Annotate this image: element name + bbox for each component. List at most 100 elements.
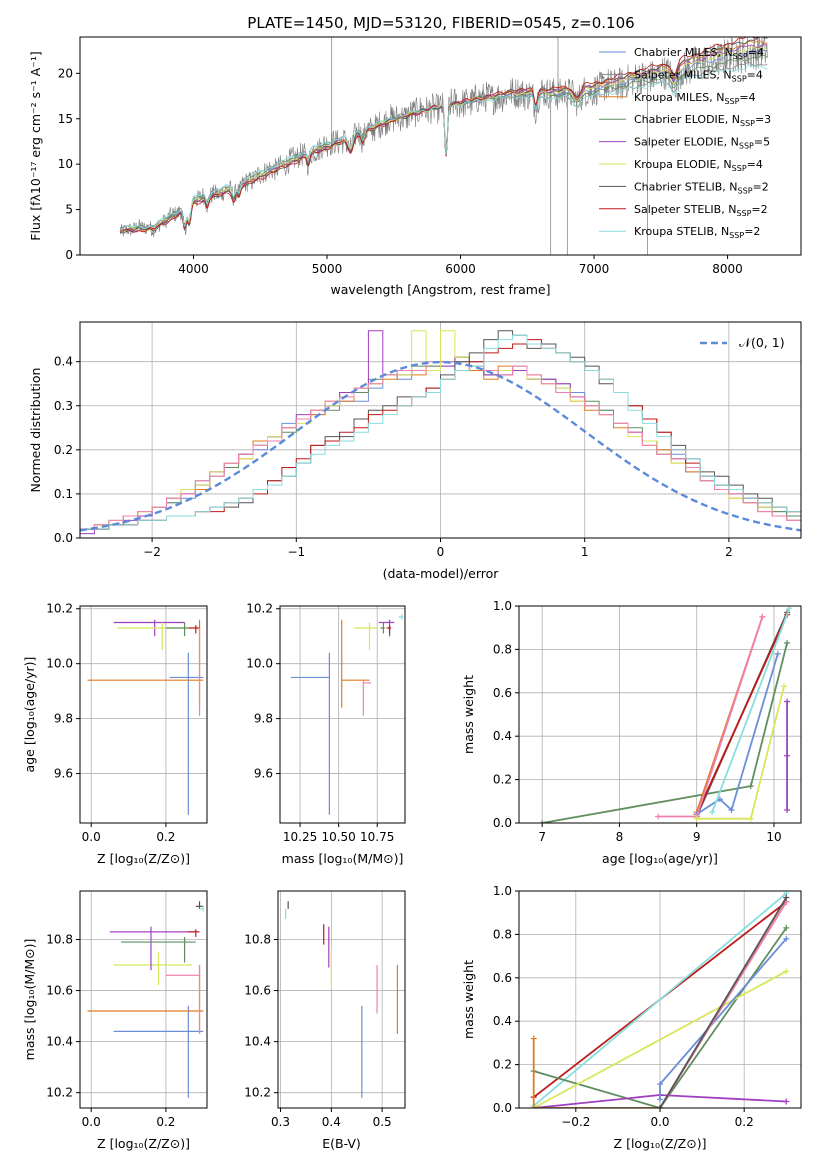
axes-box: [279, 605, 406, 824]
legend-label-sub: SSP: [732, 164, 747, 173]
weight-marker-ce: [784, 639, 791, 646]
legend-label-sub: SSP: [739, 142, 754, 151]
y-tick-label: 0.8: [493, 927, 512, 941]
y-tick-label: 0.0: [54, 531, 73, 545]
y-tick-label: 5: [65, 203, 73, 217]
x-axis-label: age [log₁₀(age/yr)]: [602, 851, 718, 866]
legend-label-sub: SSP: [738, 186, 753, 195]
legend-entry-ss: Salpeter STELIB, NSSP=2: [599, 203, 768, 218]
y-tick-label: 9.6: [254, 767, 273, 781]
legend-label-tail: =2: [753, 180, 769, 193]
y-tick-label: 9.8: [254, 712, 273, 726]
weight-line-cs: [659, 897, 788, 1108]
x-tick-label: 8000: [712, 262, 743, 276]
figure-title: PLATE=1450, MJD=53120, FIBERID=0545, z=0…: [247, 14, 634, 32]
weight-marker-se: [784, 698, 791, 705]
x-tick-label: 10: [766, 830, 781, 844]
y-tick-label: 0.6: [493, 971, 512, 985]
x-tick-label: 0.2: [156, 830, 175, 844]
legend-label-tail: =2: [751, 203, 767, 216]
axes-box: [518, 605, 802, 824]
legend-label-tail: =4: [747, 158, 763, 171]
y-tick-label: 10.2: [46, 1086, 73, 1100]
legend-label-sub: SSP: [733, 52, 748, 61]
weight-vs-metallicity-panel: −0.2 0.0 0.2 0.0 0.2 0.4 0.6 0.8 1.0 Z [log₁₀(Z/Z…: [461, 884, 802, 1151]
x-tick-label: −2: [143, 545, 161, 559]
legend-label-main: Salpeter MILES, N: [634, 68, 732, 81]
weight-marker-extra: [759, 613, 766, 620]
legend-label-main: Chabrier STELIB, N: [634, 180, 738, 193]
weight-marker-km: [530, 1105, 537, 1108]
y-tick-label: 10.8: [46, 933, 73, 947]
weight-marker-ke: [781, 683, 788, 690]
y-tick-label: 10.8: [244, 933, 271, 947]
x-tick-label: 5000: [312, 262, 343, 276]
y-tick-label: 10: [58, 157, 73, 171]
y-tick-label: 0.4: [493, 1014, 512, 1028]
legend-label-tail: =4: [748, 46, 764, 59]
y-tick-label: 10.2: [244, 1086, 271, 1100]
y-tick-label: 0.0: [493, 816, 512, 830]
y-tick-label: 10.0: [246, 657, 273, 671]
x-tick-label: 9: [693, 830, 701, 844]
residual-histogram-panel: −2 −1 0 1 2 0.0 0.1 0.2 0.3 0.4 (data-model)/error…: [28, 321, 802, 581]
weight-line-ss: [695, 614, 788, 815]
weight-marker-cs: [657, 1105, 663, 1108]
legend-label-main: Chabrier ELODIE, N: [634, 113, 740, 126]
y-tick-label: 0.1: [54, 487, 73, 501]
y-tick-label: 0: [65, 248, 73, 262]
plot-area: [285, 901, 398, 1098]
plot-area: [87, 901, 204, 1098]
legend-label: Chabrier ELODIE, NSSP=3: [634, 113, 771, 128]
mass-vs-ebv-panel: 0.3 0.4 0.5 10.2 10.4 10.6 10.8 E(B-V): [244, 890, 406, 1151]
axes-frame: 0.0 0.2 9.6 9.8 10.0 10.2 Z [log₁₀(Z/Z⊙)] age […: [22, 602, 208, 866]
weight-vs-age-panel: 7 8 9 10 0.0 0.2 0.4 0.6 0.8 1.0 age [log₁₀(age/yr…: [461, 599, 802, 866]
weight-marker-se: [784, 752, 791, 759]
plot-area: [530, 891, 790, 1108]
axes-frame: 0.0 0.2 10.2 10.4 10.6 10.8 Z [log₁₀(Z/Z⊙)] mas…: [22, 890, 208, 1151]
x-axis-label: Z [log₁₀(Z/Z⊙)]: [97, 851, 190, 866]
legend-entry-cs: Chabrier STELIB, NSSP=2: [599, 180, 769, 195]
legend-entry-cm: Chabrier MILES, NSSP=4: [599, 46, 764, 61]
y-tick-label: 10.2: [246, 602, 273, 616]
histogram-ks: [80, 334, 801, 530]
model-spectrum-ks: [120, 64, 768, 230]
plot-area: [290, 614, 404, 815]
x-tick-label: 1: [581, 545, 589, 559]
legend-label: Salpeter STELIB, NSSP=2: [634, 203, 768, 218]
x-axis-label: Z [log₁₀(Z/Z⊙)]: [97, 1136, 190, 1151]
age-vs-mass-panel: 10.25 10.50 10.75 9.6 9.8 10.0 10.2 mass [log₁₀…: [246, 602, 406, 866]
y-axis-label: Normed distribution: [28, 368, 43, 493]
x-tick-label: 6000: [445, 262, 476, 276]
x-tick-label: 0.0: [82, 830, 101, 844]
legend-label-main: Salpeter STELIB, N: [634, 203, 736, 216]
weight-marker-ke: [693, 815, 700, 822]
y-axis-label: mass [log₁₀(M/M⊙)]: [22, 939, 37, 1061]
legend-entry-km: Kroupa MILES, NSSP=4: [599, 91, 756, 106]
y-tick-label: 0.4: [493, 729, 512, 743]
x-tick-label: 7000: [579, 262, 610, 276]
axes-frame: 7 8 9 10 0.0 0.2 0.4 0.6 0.8 1.0 age [log₁₀(age/yr…: [461, 599, 802, 866]
y-tick-label: 9.6: [54, 767, 73, 781]
axes-frame: −2 −1 0 1 2 0.0 0.1 0.2 0.3 0.4 (data-model)/error…: [28, 321, 802, 581]
legend-label-main: Kroupa MILES, N: [634, 91, 724, 104]
x-tick-label: 0.0: [82, 1115, 101, 1129]
x-tick-label: 0: [437, 545, 445, 559]
legend-label-main: Kroupa STELIB, N: [634, 225, 729, 238]
axes-frame: 0.3 0.4 0.5 10.2 10.4 10.6 10.8 E(B-V): [244, 890, 406, 1151]
legend-entry-se: Salpeter ELODIE, NSSP=5: [599, 136, 770, 151]
weight-marker-cs: [783, 894, 790, 901]
y-tick-label: 0.8: [493, 642, 512, 656]
weight-marker-cm: [657, 1096, 663, 1103]
weight-marker-ce: [747, 783, 754, 790]
legend-label: Chabrier STELIB, NSSP=2: [634, 180, 769, 195]
y-axis-label: Flux [fλ10⁻¹⁷ erg cm⁻² s⁻¹ A⁻¹]: [28, 51, 43, 240]
legend-label: Kroupa STELIB, NSSP=2: [634, 225, 760, 240]
mass-vs-metallicity-panel: 0.0 0.2 10.2 10.4 10.6 10.8 Z [log₁₀(Z/Z⊙)] mas…: [22, 890, 208, 1151]
x-tick-label: 0.2: [156, 1115, 175, 1129]
x-axis-label: (data-model)/error: [383, 566, 500, 581]
weight-marker-extra: [655, 813, 662, 820]
weight-marker-ke: [747, 815, 754, 822]
x-tick-label: 0.5: [373, 1115, 392, 1129]
plot-area: [119, 37, 768, 255]
